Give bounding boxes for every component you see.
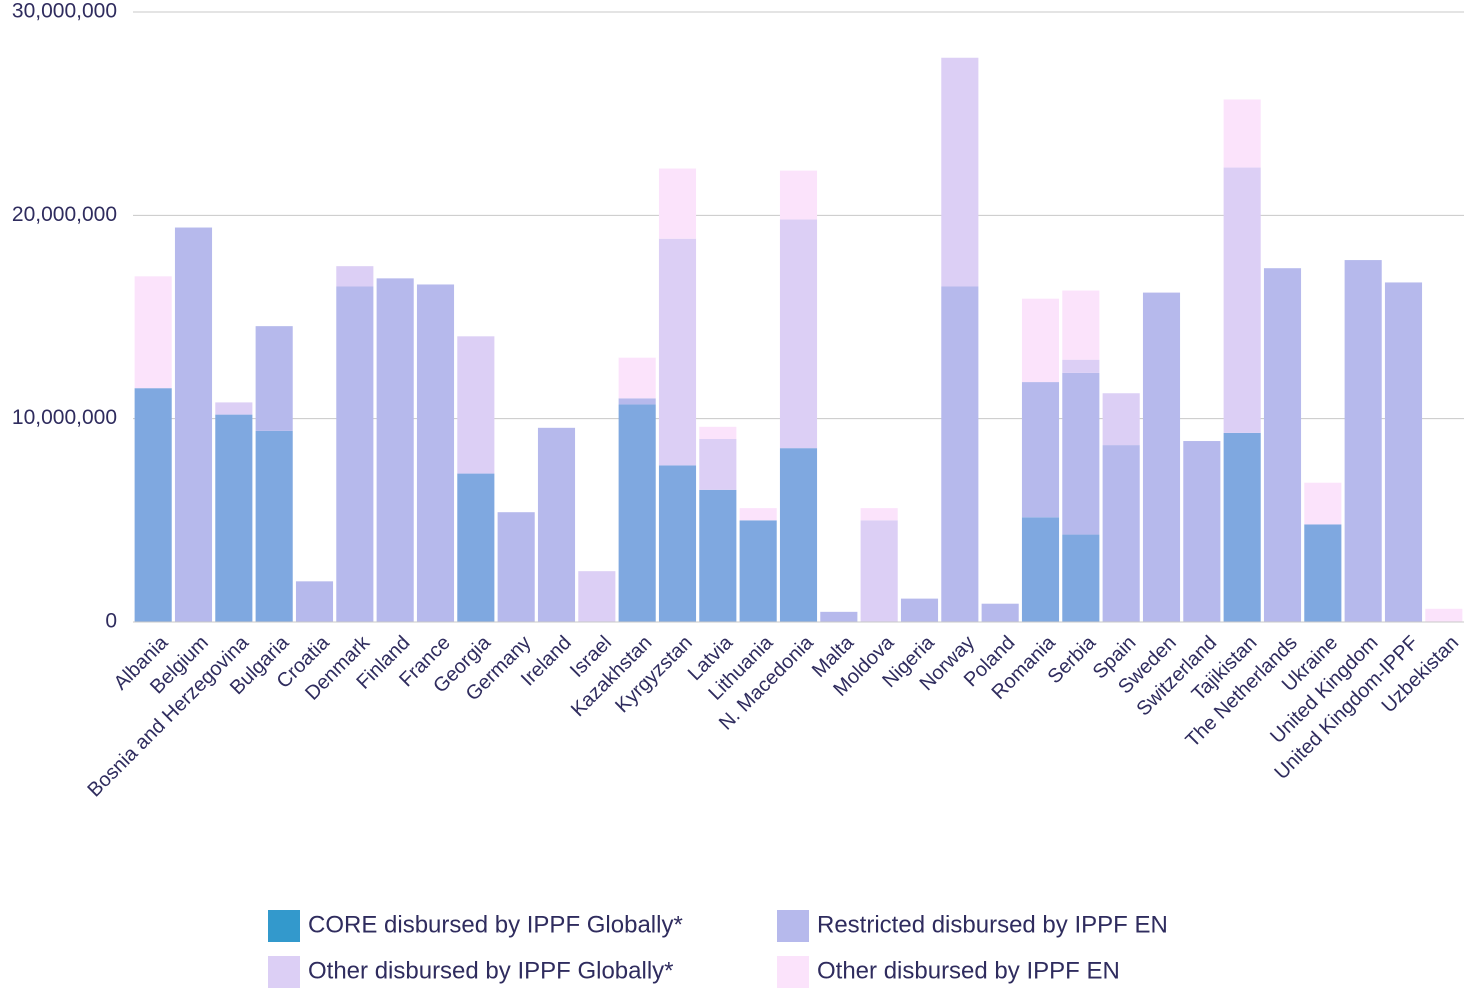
- legend-label: Restricted disbursed by IPPF EN: [817, 911, 1168, 938]
- bar-segment: [1425, 608, 1463, 622]
- y-tick-label: 10,000,000: [12, 406, 117, 429]
- bar-segment: [820, 611, 858, 622]
- bar-segment: [900, 598, 939, 622]
- bar-segment: [1021, 298, 1060, 383]
- bar-segment: [699, 489, 737, 622]
- bar-segment: [981, 603, 1019, 622]
- bar-segment: [1344, 260, 1382, 622]
- bar-segment: [1384, 282, 1423, 622]
- bar-segment: [1223, 167, 1261, 433]
- bar-segment: [174, 227, 213, 623]
- bar-segment: [1142, 292, 1181, 622]
- bar-segment: [739, 508, 777, 521]
- bar-segment: [658, 238, 697, 466]
- bar-segment: [699, 439, 737, 490]
- bar-segment: [658, 465, 697, 622]
- bar-segment: [739, 520, 777, 622]
- bar-segment: [1183, 441, 1221, 622]
- legend-label: Other disbursed by IPPF EN: [817, 957, 1120, 984]
- bar-segment: [1304, 482, 1342, 525]
- bar-segment: [134, 276, 172, 389]
- legend-label: CORE disbursed by IPPF Globally*: [308, 911, 683, 938]
- y-tick-label: 20,000,000: [12, 203, 117, 226]
- bar-segment: [255, 430, 293, 622]
- bar-segment: [860, 520, 898, 622]
- y-tick-label: 30,000,000: [12, 0, 117, 23]
- legend-swatch: [777, 910, 809, 942]
- bar-segment: [860, 508, 898, 521]
- bar-segment: [215, 414, 253, 622]
- bar-segment: [578, 571, 616, 622]
- bar-segment: [779, 219, 818, 449]
- bar-segment: [1102, 445, 1140, 622]
- bar-segment: [658, 168, 697, 239]
- bar-segment: [376, 278, 414, 622]
- y-tick-label: 0: [105, 610, 117, 633]
- bar-segment: [941, 286, 979, 622]
- bar-segment: [295, 581, 334, 622]
- bar-segment: [618, 357, 656, 399]
- bar-segment: [537, 427, 576, 622]
- bar-segment: [699, 426, 737, 439]
- bar-segment: [1263, 268, 1302, 622]
- bar-segment: [941, 57, 979, 287]
- bar-segment: [1021, 517, 1060, 622]
- legend-swatch: [268, 956, 300, 988]
- bar-segment: [1102, 393, 1140, 446]
- bar-segment: [1062, 359, 1100, 373]
- bar-segment: [1304, 524, 1342, 622]
- bar-segment: [416, 284, 455, 622]
- x-tick-label: Bosnia and Herzegovina: [83, 631, 253, 801]
- bar-segment: [134, 388, 172, 622]
- bar-segment: [1062, 290, 1100, 360]
- bar-segment: [1223, 99, 1261, 168]
- bar-segment: [1062, 372, 1100, 535]
- bar-segment: [457, 473, 495, 622]
- legend-swatch: [777, 956, 809, 988]
- bar-segment: [1062, 534, 1100, 622]
- bar-segment: [779, 170, 818, 220]
- bar-segment: [255, 326, 293, 431]
- bar-segment: [1021, 382, 1060, 518]
- bar-segment: [1223, 432, 1261, 622]
- bar-segment: [215, 402, 253, 415]
- bar-segment: [336, 286, 374, 622]
- bar-segment: [336, 266, 374, 287]
- bar-segment: [618, 404, 656, 622]
- bar-segment: [457, 336, 495, 474]
- bar-segment: [779, 448, 818, 622]
- legend-label: Other disbursed by IPPF Globally*: [308, 957, 674, 984]
- x-tick-label: Serbia: [1044, 631, 1101, 688]
- bar-segment: [618, 398, 656, 405]
- bar-segment: [497, 512, 535, 622]
- legend-swatch: [268, 910, 300, 942]
